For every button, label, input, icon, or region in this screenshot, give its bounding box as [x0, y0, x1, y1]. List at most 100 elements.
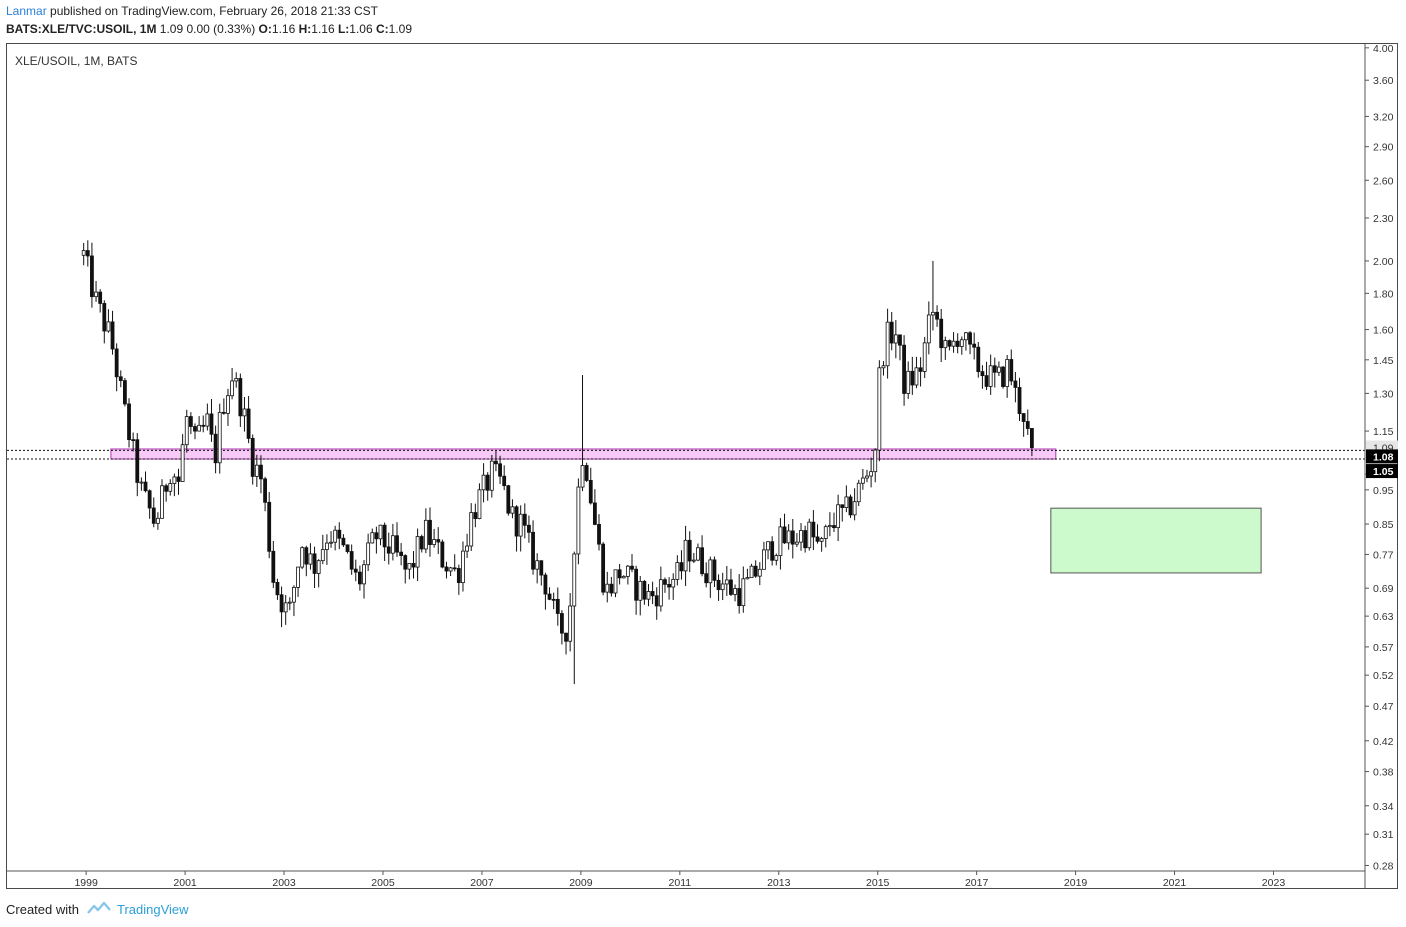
candle [238, 373, 243, 427]
time-tick-label: 2003 [272, 877, 296, 889]
candle [630, 554, 634, 573]
price-tick-label: 1.30 [1373, 388, 1394, 400]
price-label: 1.08 [1373, 451, 1394, 463]
time-tick-label: 2017 [965, 877, 989, 889]
candle [551, 592, 556, 610]
candle [638, 575, 643, 616]
candle [997, 361, 1001, 376]
candle [737, 574, 742, 614]
published-text: published on TradingView.com, February 2… [50, 4, 379, 18]
candle [675, 555, 680, 586]
time-tick-label: 2013 [767, 877, 791, 889]
candle [362, 559, 366, 599]
candle [254, 454, 259, 487]
candles [81, 240, 1034, 685]
candle [860, 468, 865, 490]
candle [671, 573, 676, 600]
candle [762, 541, 766, 570]
price-tick-label: 2.30 [1373, 213, 1394, 225]
candle [766, 541, 770, 560]
candle [770, 536, 775, 566]
candle [613, 569, 618, 598]
candle [625, 564, 630, 585]
target-zone[interactable] [1050, 507, 1262, 574]
candle [572, 551, 577, 685]
candle [213, 425, 218, 474]
candle [399, 543, 404, 566]
candle [700, 535, 704, 577]
price-tick-label: 1.15 [1373, 426, 1394, 438]
brand-link[interactable]: TradingView [116, 902, 189, 917]
candle [226, 388, 230, 426]
candle [547, 587, 552, 601]
price-tick-label: 0.57 [1373, 642, 1394, 654]
candle [395, 522, 399, 557]
time-tick-label: 2019 [1064, 877, 1088, 889]
candle [840, 504, 845, 522]
candle [815, 524, 820, 544]
candle [279, 586, 284, 628]
candle [823, 524, 828, 548]
candle [539, 560, 544, 586]
candle [621, 575, 626, 579]
candle [852, 488, 857, 521]
candle [980, 365, 985, 389]
candle [535, 553, 540, 584]
candle [955, 333, 960, 354]
candle [898, 334, 902, 361]
candle [848, 494, 853, 518]
candle [205, 403, 210, 431]
candle [753, 560, 758, 578]
candle [374, 526, 379, 554]
candle [588, 467, 593, 505]
ohlc-low: 1.06 [349, 22, 373, 36]
candle [415, 528, 420, 582]
candle [873, 448, 878, 483]
candle [984, 361, 989, 391]
candle [972, 332, 977, 360]
candle [819, 536, 824, 552]
candle [448, 566, 453, 577]
candle [531, 520, 535, 575]
candle [1021, 413, 1026, 437]
author-link[interactable]: Lanmar [6, 4, 47, 18]
candle [724, 566, 729, 596]
candle [160, 479, 164, 519]
candle [494, 450, 498, 472]
time-tick-label: 2007 [470, 877, 494, 889]
candle [1009, 349, 1014, 386]
time-tick-label: 2023 [1262, 877, 1286, 889]
candle [959, 336, 964, 355]
candle [370, 528, 375, 544]
price-tick-label: 2.00 [1373, 256, 1394, 268]
candle [543, 572, 548, 610]
candle [836, 494, 841, 542]
candle [489, 454, 494, 498]
ohlc-close: 1.09 [388, 22, 413, 36]
candle [881, 361, 886, 376]
candle [94, 280, 98, 302]
candle [506, 484, 511, 516]
candle [411, 551, 416, 579]
candle [1013, 371, 1018, 403]
candle [749, 563, 754, 578]
price-tick-label: 3.20 [1373, 111, 1394, 123]
candle [440, 539, 445, 569]
candle [127, 398, 131, 448]
candle [683, 525, 688, 587]
candle [601, 542, 606, 596]
candle [110, 310, 115, 355]
candle [123, 377, 127, 407]
time-axis: 1999 2001 2003 2005 2007 2009 2011 2013 2015 2017… [7, 870, 1365, 889]
candle [634, 565, 639, 615]
candle [267, 492, 272, 559]
candle [968, 331, 972, 355]
candle [939, 308, 944, 363]
candle [741, 566, 746, 613]
candle [906, 361, 911, 399]
time-tick-label: 2009 [569, 877, 593, 889]
candle [794, 533, 799, 548]
candle [988, 354, 993, 395]
candle [242, 397, 247, 432]
